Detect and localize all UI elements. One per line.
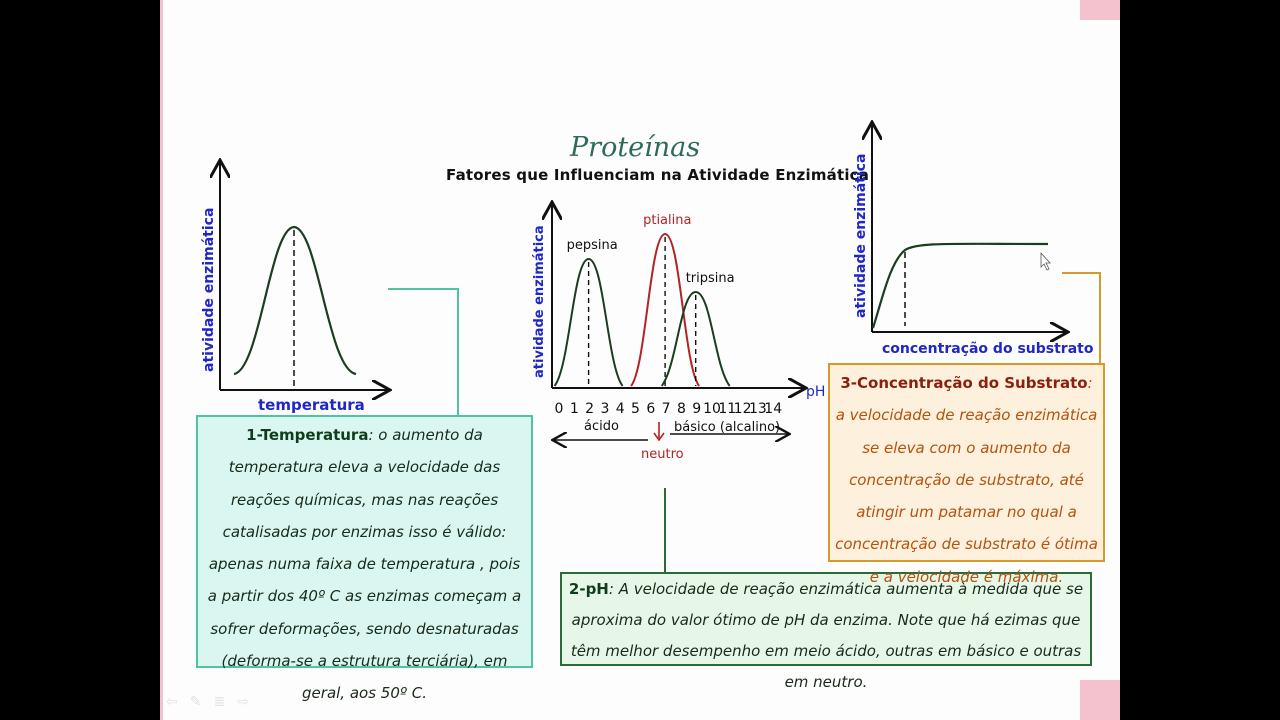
temperature-heading: 1-Temperatura [246,426,369,444]
ph-tick-label: 3 [600,401,609,417]
charts-canvas: atividade enzimática temperatura pepsina… [201,0,1101,572]
ph-tick-label: 12 [734,401,752,417]
connector-substrate [1062,272,1101,363]
ph-tick-label: 14 [764,401,782,417]
ph-text: : A velocidade de reação enzimática aume… [570,580,1084,691]
mouse-cursor-icon [1040,251,1051,271]
substrate-curve [871,242,1049,329]
slide-title: Proteínas [570,132,701,163]
tripsina-label: tripsina [686,271,735,286]
ph-box: 2-pH: A velocidade de reação enzimática … [560,572,1092,691]
left-pink-border [160,0,163,720]
next-arrow-icon[interactable]: ⇨ [237,694,249,710]
slide-subtitle: Fatores que Influenciam na Atividade Enz… [446,166,870,184]
connector-temperature [388,288,459,415]
temperature-x-label: temperatura [258,396,365,414]
ph-tick-label: 4 [616,401,625,417]
temperature-y-label: atividade enzimática [201,208,217,372]
ph-tick-label: 5 [631,401,640,417]
ph-tick-label: 6 [646,401,655,417]
ph-x-label: pH [806,384,825,400]
neutral-arrowhead [653,432,665,442]
ph-tick-label: 9 [692,401,701,417]
acid-label: ácido [584,419,619,434]
temperature-chart: atividade enzimática temperatura [201,162,388,414]
ph-tick-label: 0 [555,401,564,417]
temperature-box: 1-Temperatura: o aumento da temperatura … [196,415,533,702]
ph-tick-label: 10 [703,401,721,417]
basic-label: básico (alcalino) [674,420,780,435]
substrate-y-label: atividade enzimática [853,154,869,318]
ph-tick-label: 13 [749,401,767,417]
substrate-heading: 3-Concentração do Substrato [840,374,1088,392]
pepsina-curve [553,257,624,387]
ph-y-label: atividade enzimática [532,225,547,378]
bottom-pink-decoration [1080,680,1120,720]
ptialina-label: ptialina [643,213,691,228]
temperature-curve [233,225,357,376]
ph-tick-label: 1 [570,401,579,417]
tripsina-curve [660,290,731,387]
prev-arrow-icon[interactable]: ⇦ [166,694,178,710]
substrate-x-label: concentração do substrato [882,341,1094,357]
menu-icon[interactable]: ≣ [213,694,226,710]
pepsina-label: pepsina [567,238,618,253]
slide: Proteínas Fatores que Influenciam na Ati… [160,0,1120,720]
ph-tick-label: 11 [718,401,736,417]
slideshow-toolbar: ⇦ ✎ ≣ ⇨ [166,694,249,710]
neutral-label: neutro [641,447,684,462]
substrate-chart: atividade enzimática concentração do sub… [853,124,1094,357]
ph-heading: 2-pH [568,580,609,598]
substrate-text: : a velocidade de reação enzimática se e… [835,374,1098,586]
ph-tick-label: 8 [677,401,686,417]
substrate-box: 3-Concentração do Substrato: a velocidad… [828,363,1105,586]
temperature-text: : o aumento da temperatura eleva a veloc… [207,426,522,703]
ptialina-curve [630,232,700,387]
ph-tick-label: 7 [662,401,671,417]
ph-tick-label: 2 [585,401,594,417]
top-pink-decoration [1080,0,1120,20]
pen-icon[interactable]: ✎ [189,694,202,710]
